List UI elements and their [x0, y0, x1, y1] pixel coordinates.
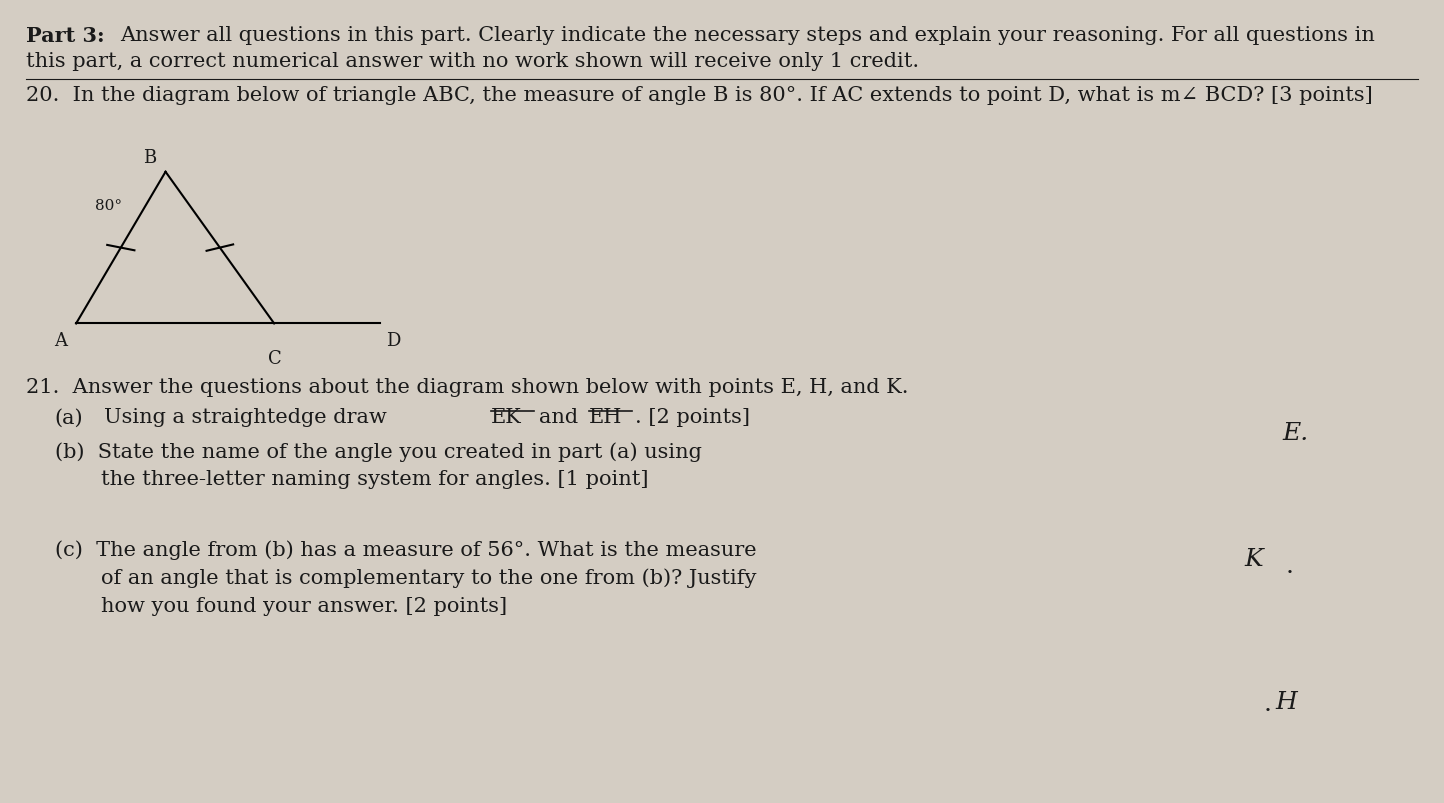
- Text: C: C: [267, 350, 282, 368]
- Text: of an angle that is complementary to the one from (b)? Justify: of an angle that is complementary to the…: [101, 568, 757, 587]
- Text: K: K: [1245, 548, 1264, 571]
- Text: 80°: 80°: [95, 198, 123, 213]
- Text: B: B: [143, 149, 156, 167]
- Text: EH: EH: [589, 408, 622, 427]
- Text: (a): (a): [55, 408, 84, 427]
- Text: . [2 points]: . [2 points]: [635, 408, 751, 427]
- Text: .: .: [1264, 692, 1272, 715]
- Text: Part 3:: Part 3:: [26, 26, 104, 46]
- Text: (b)  State the name of the angle you created in part (a) using: (b) State the name of the angle you crea…: [55, 442, 702, 461]
- Text: E.: E.: [1282, 422, 1308, 445]
- Text: Answer all questions in this part. Clearly indicate the necessary steps and expl: Answer all questions in this part. Clear…: [120, 26, 1375, 45]
- Text: how you found your answer. [2 points]: how you found your answer. [2 points]: [101, 596, 507, 615]
- Text: 21.  Answer the questions about the diagram shown below with points E, H, and K.: 21. Answer the questions about the diagr…: [26, 377, 908, 397]
- Text: A: A: [53, 332, 66, 349]
- Text: D: D: [386, 332, 400, 349]
- Text: Using a straightedge draw: Using a straightedge draw: [104, 408, 387, 427]
- Text: EK: EK: [491, 408, 521, 427]
- Text: 20.  In the diagram below of triangle ABC, the measure of angle B is 80°. If AC : 20. In the diagram below of triangle ABC…: [26, 86, 1373, 105]
- Text: this part, a correct numerical answer with no work shown will receive only 1 cre: this part, a correct numerical answer wi…: [26, 52, 920, 71]
- Text: .: .: [1285, 554, 1294, 577]
- Text: and: and: [539, 408, 578, 427]
- Text: H: H: [1275, 691, 1297, 714]
- Text: (c)  The angle from (b) has a measure of 56°. What is the measure: (c) The angle from (b) has a measure of …: [55, 540, 757, 559]
- Text: the three-letter naming system for angles. [1 point]: the three-letter naming system for angle…: [101, 470, 648, 489]
